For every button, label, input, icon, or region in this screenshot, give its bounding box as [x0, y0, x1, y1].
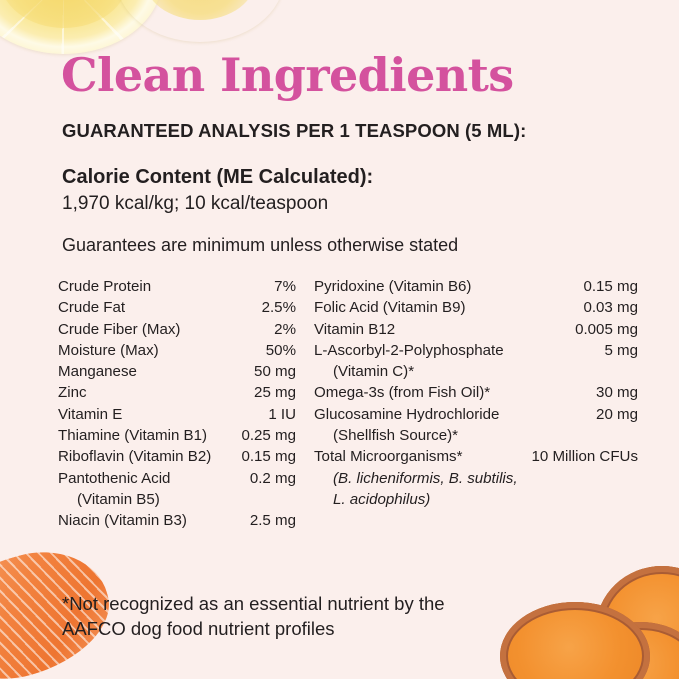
nutrient-name: Crude Protein [58, 278, 152, 295]
nutrient-value: 0.15 mg [583, 278, 638, 295]
nutrient-row: (Vitamin B5) [58, 491, 296, 512]
calorie-content-value: 1,970 kcal/kg; 10 kcal/teaspoon [62, 193, 329, 214]
nutrient-name: Niacin (Vitamin B3) [58, 512, 187, 530]
nutrient-row: (Vitamin C)* [314, 363, 638, 384]
nutrient-value: 0.25 mg [241, 427, 296, 445]
nutrient-value: 2% [274, 320, 296, 338]
nutrient-row: Vitamin E 1 IU [58, 406, 296, 427]
nutrient-row: Pantothenic Acid 0.2 mg [58, 470, 296, 491]
nutrient-row: Pyridoxine (Vitamin B6) 0.15 mg [314, 278, 638, 299]
nutrient-name: (B. licheniformis, B. subtilis, [333, 469, 518, 487]
nutrient-value: 7% [274, 278, 296, 295]
nutrient-name: Zinc [58, 384, 87, 402]
nutrient-value: 1 IU [268, 405, 296, 423]
nutrient-name: Crude Fat [58, 299, 126, 317]
nutrient-column-right: Pyridoxine (Vitamin B6) 0.15 mg Folic Acid… [314, 278, 638, 512]
nutrient-name: Thiamine (Vitamin B1) [58, 427, 208, 445]
nutrient-name: Vitamin E [58, 405, 123, 423]
nutrient-name: Moisture (Max) [58, 341, 159, 359]
nutrient-name: Pantothenic Acid [58, 469, 171, 487]
nutrient-value: 30 mg [596, 384, 638, 402]
nutrient-name: (Shellfish Source)* [333, 427, 458, 445]
nutrient-row: Glucosamine Hydrochloride 20 mg [314, 406, 638, 427]
footnote-line-1: *Not recognized as an essential nutrient… [62, 593, 445, 614]
nutrient-row: (Shellfish Source)* [314, 427, 638, 448]
nutrient-row: Crude Fat 2.5% [58, 299, 296, 320]
nutrient-name: Crude Fiber (Max) [58, 320, 181, 338]
nutrient-value: 10 Million CFUs [531, 448, 638, 466]
nutrient-name: Riboflavin (Vitamin B2) [58, 448, 212, 466]
nutrient-value: 0.005 mg [575, 320, 638, 338]
nutrient-row: Vitamin B12 0.005 mg [314, 321, 638, 342]
nutrient-value: 0.2 mg [249, 469, 296, 487]
nutrient-name: Total Microorganisms* [314, 448, 463, 466]
nutrient-name: Pyridoxine (Vitamin B6) [314, 278, 472, 295]
nutrient-value: 50 mg [254, 363, 296, 381]
nutrient-name: Omega-3s (from Fish Oil)* [314, 384, 491, 402]
nutrient-row: (B. licheniformis, B. subtilis, [314, 470, 638, 491]
nutrient-row: Crude Fiber (Max) 2% [58, 321, 296, 342]
page-title: Clean Ingredients [61, 48, 514, 102]
nutrient-row: L. acidophilus) [314, 491, 638, 512]
nutrient-row: Moisture (Max) 50% [58, 342, 296, 363]
nutrient-row: Crude Protein 7% [58, 278, 296, 299]
nutrient-value: 0.03 mg [583, 299, 638, 317]
footnote-line-2: AAFCO dog food nutrient profiles [62, 618, 335, 639]
nutrient-value: 2.5 mg [249, 512, 296, 530]
nutrient-row: Folic Acid (Vitamin B9) 0.03 mg [314, 299, 638, 320]
guaranteed-analysis-heading: GUARANTEED ANALYSIS PER 1 TEASPOON (5 ML… [62, 120, 527, 141]
nutrient-value: 2.5% [261, 299, 296, 317]
nutrient-row: Thiamine (Vitamin B1) 0.25 mg [58, 427, 296, 448]
nutrient-row: Zinc 25 mg [58, 384, 296, 405]
nutrient-name: Vitamin B12 [314, 320, 396, 338]
nutrient-name: (Vitamin B5) [77, 490, 160, 508]
nutrient-name: (Vitamin C)* [333, 363, 415, 381]
nutrient-row: Omega-3s (from Fish Oil)* 30 mg [314, 384, 638, 405]
footnote: *Not recognized as an essential nutrient… [62, 591, 445, 641]
nutrient-value: 50% [265, 341, 296, 359]
nutrient-row: Manganese 50 mg [58, 363, 296, 384]
nutrient-value: 5 mg [604, 341, 638, 359]
nutrient-column-left: Crude Protein 7% Crude Fat 2.5% Crude Fiber … [58, 278, 296, 534]
nutrient-value: 20 mg [596, 405, 638, 423]
nutrient-name: Glucosamine Hydrochloride [314, 405, 500, 423]
nutrient-name: L. acidophilus) [333, 490, 431, 508]
nutrient-name: L-Ascorbyl-2-Polyphosphate [314, 341, 504, 359]
nutrient-value: 0.15 mg [241, 448, 296, 466]
calorie-content-label: Calorie Content (ME Calculated): [62, 166, 374, 188]
nutrient-name: Manganese [58, 363, 137, 381]
nutrient-name: Folic Acid (Vitamin B9) [314, 299, 466, 317]
nutrient-row: Total Microorganisms* 10 Million CFUs [314, 448, 638, 469]
nutrient-row: Niacin (Vitamin B3) 2.5 mg [58, 512, 296, 533]
nutrient-value: 25 mg [254, 384, 296, 402]
nutrient-row: L-Ascorbyl-2-Polyphosphate 5 mg [314, 342, 638, 363]
guarantee-note: Guarantees are minimum unless otherwise … [62, 235, 459, 255]
nutrient-row: Riboflavin (Vitamin B2) 0.15 mg [58, 448, 296, 469]
